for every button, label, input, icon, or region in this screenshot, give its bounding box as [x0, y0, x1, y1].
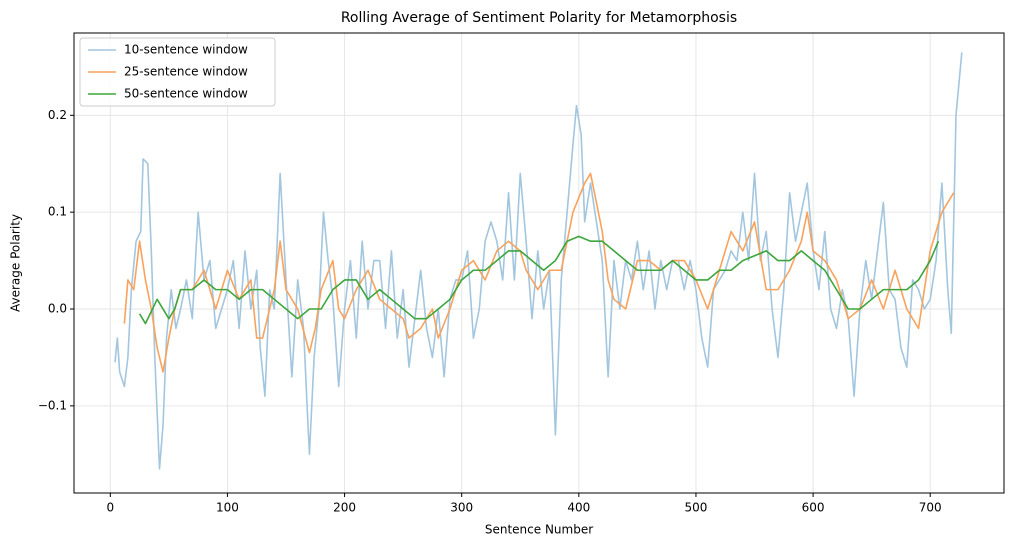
legend-box [79, 37, 276, 107]
x-tick-label: 600 [802, 501, 825, 515]
legend-label: 50-sentence window [124, 87, 248, 101]
x-axis-label: Sentence Number [485, 523, 593, 537]
x-tick-label: 400 [567, 501, 590, 515]
y-tick-label: −0.1 [38, 398, 67, 412]
y-axis-label: Average Polarity [9, 214, 23, 312]
legend-label: 10-sentence window [124, 43, 248, 57]
series-line [138, 235, 940, 325]
x-tick-label: 700 [919, 501, 942, 515]
y-tick-label: 0.1 [48, 205, 67, 219]
legend-label: 25-sentence window [124, 65, 248, 79]
series-line [114, 52, 963, 470]
x-tick-label: 300 [450, 501, 473, 515]
y-tick-label: 0.0 [48, 302, 67, 316]
x-tick-label: 200 [333, 501, 356, 515]
x-tick-label: 100 [216, 501, 239, 515]
series-line [123, 172, 955, 373]
x-tick-label: 0 [106, 501, 114, 515]
plot-frame [73, 32, 1005, 494]
x-tick-label: 500 [684, 501, 707, 515]
chart-title: Rolling Average of Sentiment Polarity fo… [341, 10, 737, 26]
y-tick-label: 0.2 [48, 108, 67, 122]
